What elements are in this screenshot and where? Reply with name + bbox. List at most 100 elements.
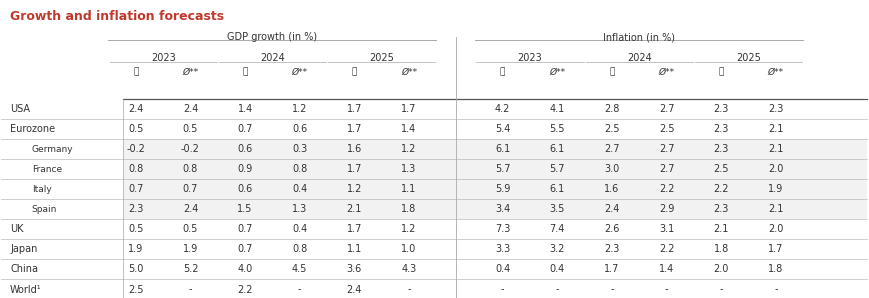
Text: 3.4: 3.4 — [494, 204, 510, 214]
Text: 2.8: 2.8 — [604, 104, 619, 114]
Text: 5.0: 5.0 — [128, 264, 143, 274]
Text: 2024: 2024 — [260, 53, 284, 63]
Text: 2.9: 2.9 — [658, 204, 673, 214]
Text: -: - — [555, 285, 559, 294]
Text: 1.6: 1.6 — [347, 144, 362, 154]
Text: 2.4: 2.4 — [604, 204, 619, 214]
Text: 0.4: 0.4 — [292, 184, 307, 194]
Text: 🏛: 🏛 — [500, 68, 505, 77]
Text: 2.7: 2.7 — [658, 104, 673, 114]
Text: Ø**: Ø** — [182, 68, 198, 77]
Text: 0.6: 0.6 — [237, 144, 252, 154]
Text: 0.6: 0.6 — [237, 184, 252, 194]
Text: 0.5: 0.5 — [182, 124, 198, 134]
FancyBboxPatch shape — [123, 199, 866, 219]
Text: 2.2: 2.2 — [713, 184, 728, 194]
Text: 4.1: 4.1 — [549, 104, 564, 114]
Text: 2.1: 2.1 — [767, 124, 783, 134]
Text: 2.5: 2.5 — [658, 124, 673, 134]
Text: 2025: 2025 — [735, 53, 760, 63]
Text: 0.7: 0.7 — [128, 184, 143, 194]
Text: 0.5: 0.5 — [128, 224, 143, 234]
Text: 🏛: 🏛 — [351, 68, 356, 77]
Text: 1.7: 1.7 — [604, 264, 619, 274]
Text: 3.3: 3.3 — [494, 244, 510, 254]
Text: 1.4: 1.4 — [658, 264, 673, 274]
Text: 1.2: 1.2 — [346, 184, 362, 194]
Text: 3.2: 3.2 — [549, 244, 564, 254]
Text: Germany: Germany — [31, 145, 73, 153]
Text: 0.4: 0.4 — [549, 264, 564, 274]
Text: 1.2: 1.2 — [292, 104, 307, 114]
Text: Japan: Japan — [10, 244, 37, 254]
Text: 2.3: 2.3 — [767, 104, 783, 114]
Text: 0.7: 0.7 — [237, 244, 253, 254]
Text: GDP growth (in %): GDP growth (in %) — [227, 32, 317, 42]
Text: 1.2: 1.2 — [401, 224, 416, 234]
Text: 2.3: 2.3 — [713, 204, 728, 214]
Text: 1.1: 1.1 — [401, 184, 416, 194]
Text: 2.3: 2.3 — [713, 124, 728, 134]
Text: 4.2: 4.2 — [494, 104, 510, 114]
Text: 3.1: 3.1 — [658, 224, 673, 234]
Text: 2.3: 2.3 — [713, 104, 728, 114]
Text: -: - — [719, 285, 722, 294]
Text: 4.5: 4.5 — [292, 264, 307, 274]
Text: 2.5: 2.5 — [713, 164, 728, 174]
Text: 1.7: 1.7 — [767, 244, 783, 254]
FancyBboxPatch shape — [123, 139, 866, 159]
Text: 2.0: 2.0 — [713, 264, 728, 274]
Text: 2025: 2025 — [368, 53, 394, 63]
Text: 4.0: 4.0 — [237, 264, 252, 274]
Text: 2.4: 2.4 — [182, 204, 198, 214]
Text: 1.4: 1.4 — [237, 104, 252, 114]
Text: Ø**: Ø** — [291, 68, 308, 77]
Text: 2.1: 2.1 — [713, 224, 728, 234]
Text: 1.1: 1.1 — [347, 244, 362, 254]
Text: 7.4: 7.4 — [549, 224, 564, 234]
FancyBboxPatch shape — [123, 179, 866, 199]
Text: -0.2: -0.2 — [126, 144, 145, 154]
Text: 2.2: 2.2 — [658, 184, 673, 194]
Text: 1.7: 1.7 — [346, 164, 362, 174]
Text: -: - — [664, 285, 667, 294]
Text: 5.7: 5.7 — [494, 164, 510, 174]
Text: 2.1: 2.1 — [346, 204, 362, 214]
Text: Growth and inflation forecasts: Growth and inflation forecasts — [10, 10, 224, 23]
Text: Ø**: Ø** — [548, 68, 565, 77]
Text: Ø**: Ø** — [401, 68, 416, 77]
Text: -0.2: -0.2 — [181, 144, 200, 154]
Text: 0.5: 0.5 — [128, 124, 143, 134]
Text: 2.6: 2.6 — [604, 224, 619, 234]
Text: 2.3: 2.3 — [128, 204, 143, 214]
Text: 1.0: 1.0 — [401, 244, 416, 254]
FancyBboxPatch shape — [123, 159, 866, 179]
Text: 1.7: 1.7 — [346, 124, 362, 134]
Text: 1.6: 1.6 — [604, 184, 619, 194]
Text: 5.4: 5.4 — [494, 124, 510, 134]
Text: 1.9: 1.9 — [182, 244, 198, 254]
Text: 2024: 2024 — [627, 53, 651, 63]
Text: UK: UK — [10, 224, 23, 234]
Text: 2.3: 2.3 — [604, 244, 619, 254]
Text: Eurozone: Eurozone — [10, 124, 55, 134]
Text: 6.1: 6.1 — [549, 184, 564, 194]
Text: 7.3: 7.3 — [494, 224, 510, 234]
Text: 0.6: 0.6 — [292, 124, 307, 134]
Text: Italy: Italy — [31, 185, 51, 194]
Text: 2.3: 2.3 — [713, 144, 728, 154]
Text: 0.3: 0.3 — [292, 144, 307, 154]
Text: 0.9: 0.9 — [237, 164, 252, 174]
Text: 1.7: 1.7 — [401, 104, 416, 114]
Text: 0.8: 0.8 — [292, 164, 307, 174]
Text: 0.4: 0.4 — [292, 224, 307, 234]
Text: 2.7: 2.7 — [658, 144, 673, 154]
Text: 2.5: 2.5 — [603, 124, 619, 134]
Text: 2.4: 2.4 — [128, 104, 143, 114]
Text: Inflation (in %): Inflation (in %) — [602, 32, 674, 42]
Text: 🏛: 🏛 — [242, 68, 248, 77]
Text: 1.5: 1.5 — [237, 204, 253, 214]
Text: 3.5: 3.5 — [549, 204, 564, 214]
Text: 2.4: 2.4 — [182, 104, 198, 114]
Text: 5.5: 5.5 — [549, 124, 564, 134]
